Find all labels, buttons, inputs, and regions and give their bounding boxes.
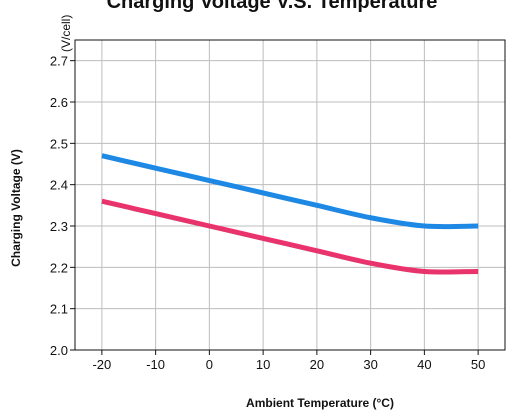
unit-label: (V/cell) — [59, 15, 73, 52]
x-tick-label: 0 — [206, 357, 213, 372]
x-tick-label: 20 — [310, 357, 324, 372]
y-tick-label: 2.0 — [50, 343, 68, 358]
x-tick-label: 40 — [417, 357, 431, 372]
chart-title: Charging Voltage V.S. Temperature — [107, 0, 438, 13]
y-ticks: 2.0 2.1 2.2 2.3 2.4 2.5 2.6 2.7 — [50, 54, 75, 358]
y-tick-label: 2.7 — [50, 54, 68, 69]
y-tick-label: 2.6 — [50, 95, 68, 110]
y-tick-label: 2.5 — [50, 136, 68, 151]
y-tick-label: 2.2 — [50, 260, 68, 275]
x-tick-label: -20 — [92, 357, 111, 372]
x-tick-label: 50 — [471, 357, 485, 372]
series-layer — [101, 153, 479, 275]
y-tick-label: 2.4 — [50, 178, 68, 193]
grid — [75, 40, 505, 350]
series-line-0 — [101, 153, 479, 230]
plot-frame — [74, 39, 506, 351]
y-tick-label: 2.1 — [50, 302, 68, 317]
x-ticks: -20 -10 0 10 20 30 40 50 — [92, 350, 485, 372]
x-tick-label: 30 — [363, 357, 377, 372]
x-axis-label: Ambient Temperature (°C) — [246, 396, 394, 410]
y-axis-label: Charging Voltage (V) — [9, 149, 23, 267]
y-tick-label: 2.3 — [50, 219, 68, 234]
x-tick-label: 10 — [256, 357, 270, 372]
x-tick-label: -10 — [146, 357, 165, 372]
series-line-1 — [101, 198, 479, 275]
